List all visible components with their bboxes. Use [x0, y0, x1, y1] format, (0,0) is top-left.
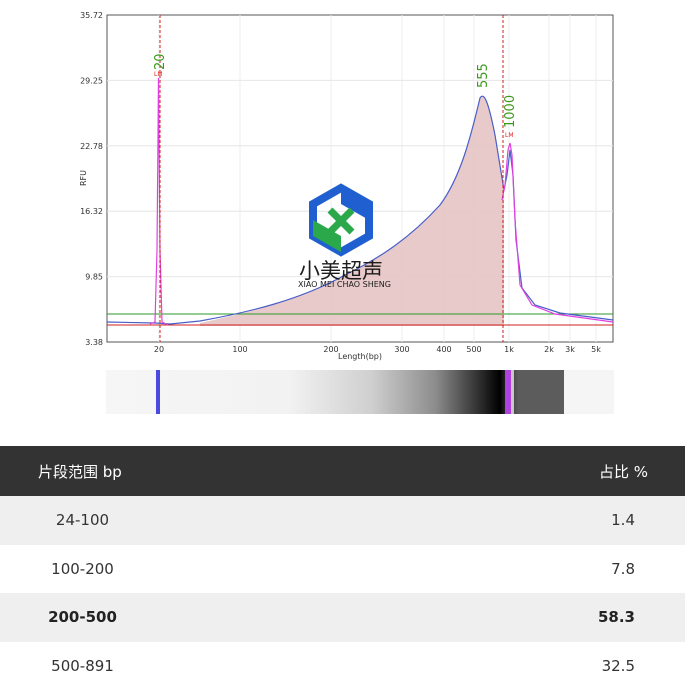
- peak-marker-1000-lm: LM: [505, 132, 514, 139]
- table-row: 500-891 32.5: [0, 642, 685, 690]
- x-tick-label: 3k: [565, 345, 575, 354]
- x-tick-label: 2k: [544, 345, 554, 354]
- cell-range: 100-200: [0, 560, 165, 578]
- header-range: 片段范围 bp: [0, 461, 599, 482]
- cell-percent: 58.3: [165, 608, 685, 626]
- table-row: 24-100 1.4: [0, 496, 685, 545]
- y-tick-label: 16.32: [80, 207, 103, 216]
- table-row: 100-200 7.8: [0, 545, 685, 594]
- table-header: 片段范围 bp 占比 %: [0, 446, 685, 496]
- x-tick-label: 5k: [591, 345, 601, 354]
- cell-range: 500-891: [0, 657, 165, 675]
- peak-label-20: 20: [153, 53, 168, 70]
- peak-label-555: 555: [476, 63, 491, 88]
- table-body: 24-100 1.4 100-200 7.8 200-500 58.3 500-…: [0, 496, 685, 690]
- x-tick-label: 500: [466, 345, 481, 354]
- fragment-distribution-table: 片段范围 bp 占比 % 24-100 1.4 100-200 7.8 200-…: [0, 446, 685, 690]
- peak-marker-20-lm: LM: [154, 71, 163, 78]
- gel-band-marker-20: [156, 370, 160, 414]
- x-tick-label: 200: [323, 345, 338, 354]
- y-axis-label: RFU: [79, 170, 88, 186]
- x-tick-label: 20: [154, 345, 164, 354]
- x-tick-label: 100: [232, 345, 247, 354]
- peak-label-1000: 1000: [503, 95, 518, 128]
- y-tick-label: 29.25: [80, 76, 103, 85]
- gel-lane-tail: [564, 370, 614, 414]
- header-percent: 占比 %: [599, 461, 685, 482]
- y-tick-label: 22.78: [80, 142, 103, 151]
- table-row: 200-500 58.3: [0, 593, 685, 642]
- y-tick-label: 9.85: [85, 273, 103, 282]
- gel-band-marker-1000: [505, 370, 511, 414]
- gel-band-marker-1000-edge: [511, 370, 514, 414]
- x-tick-label: 1k: [504, 345, 514, 354]
- y-tick-label: 35.72: [80, 11, 103, 20]
- cell-percent: 7.8: [165, 560, 685, 578]
- x-tick-label: 400: [436, 345, 451, 354]
- electropherogram-chart: 35.72 29.25 22.78 16.32 9.85 3.38 20 100 200 300…: [0, 0, 685, 445]
- watermark-pinyin: XIAO MEI CHAO SHENG: [298, 280, 391, 289]
- cell-percent: 32.5: [165, 657, 685, 675]
- cell-range: 200-500: [0, 608, 165, 626]
- x-tick-label: 300: [394, 345, 409, 354]
- gel-lane: [106, 370, 564, 414]
- cell-range: 24-100: [0, 511, 165, 529]
- y-tick-label: 3.38: [85, 338, 103, 347]
- x-axis-label: Length(bp): [338, 352, 382, 361]
- cell-percent: 1.4: [165, 511, 685, 529]
